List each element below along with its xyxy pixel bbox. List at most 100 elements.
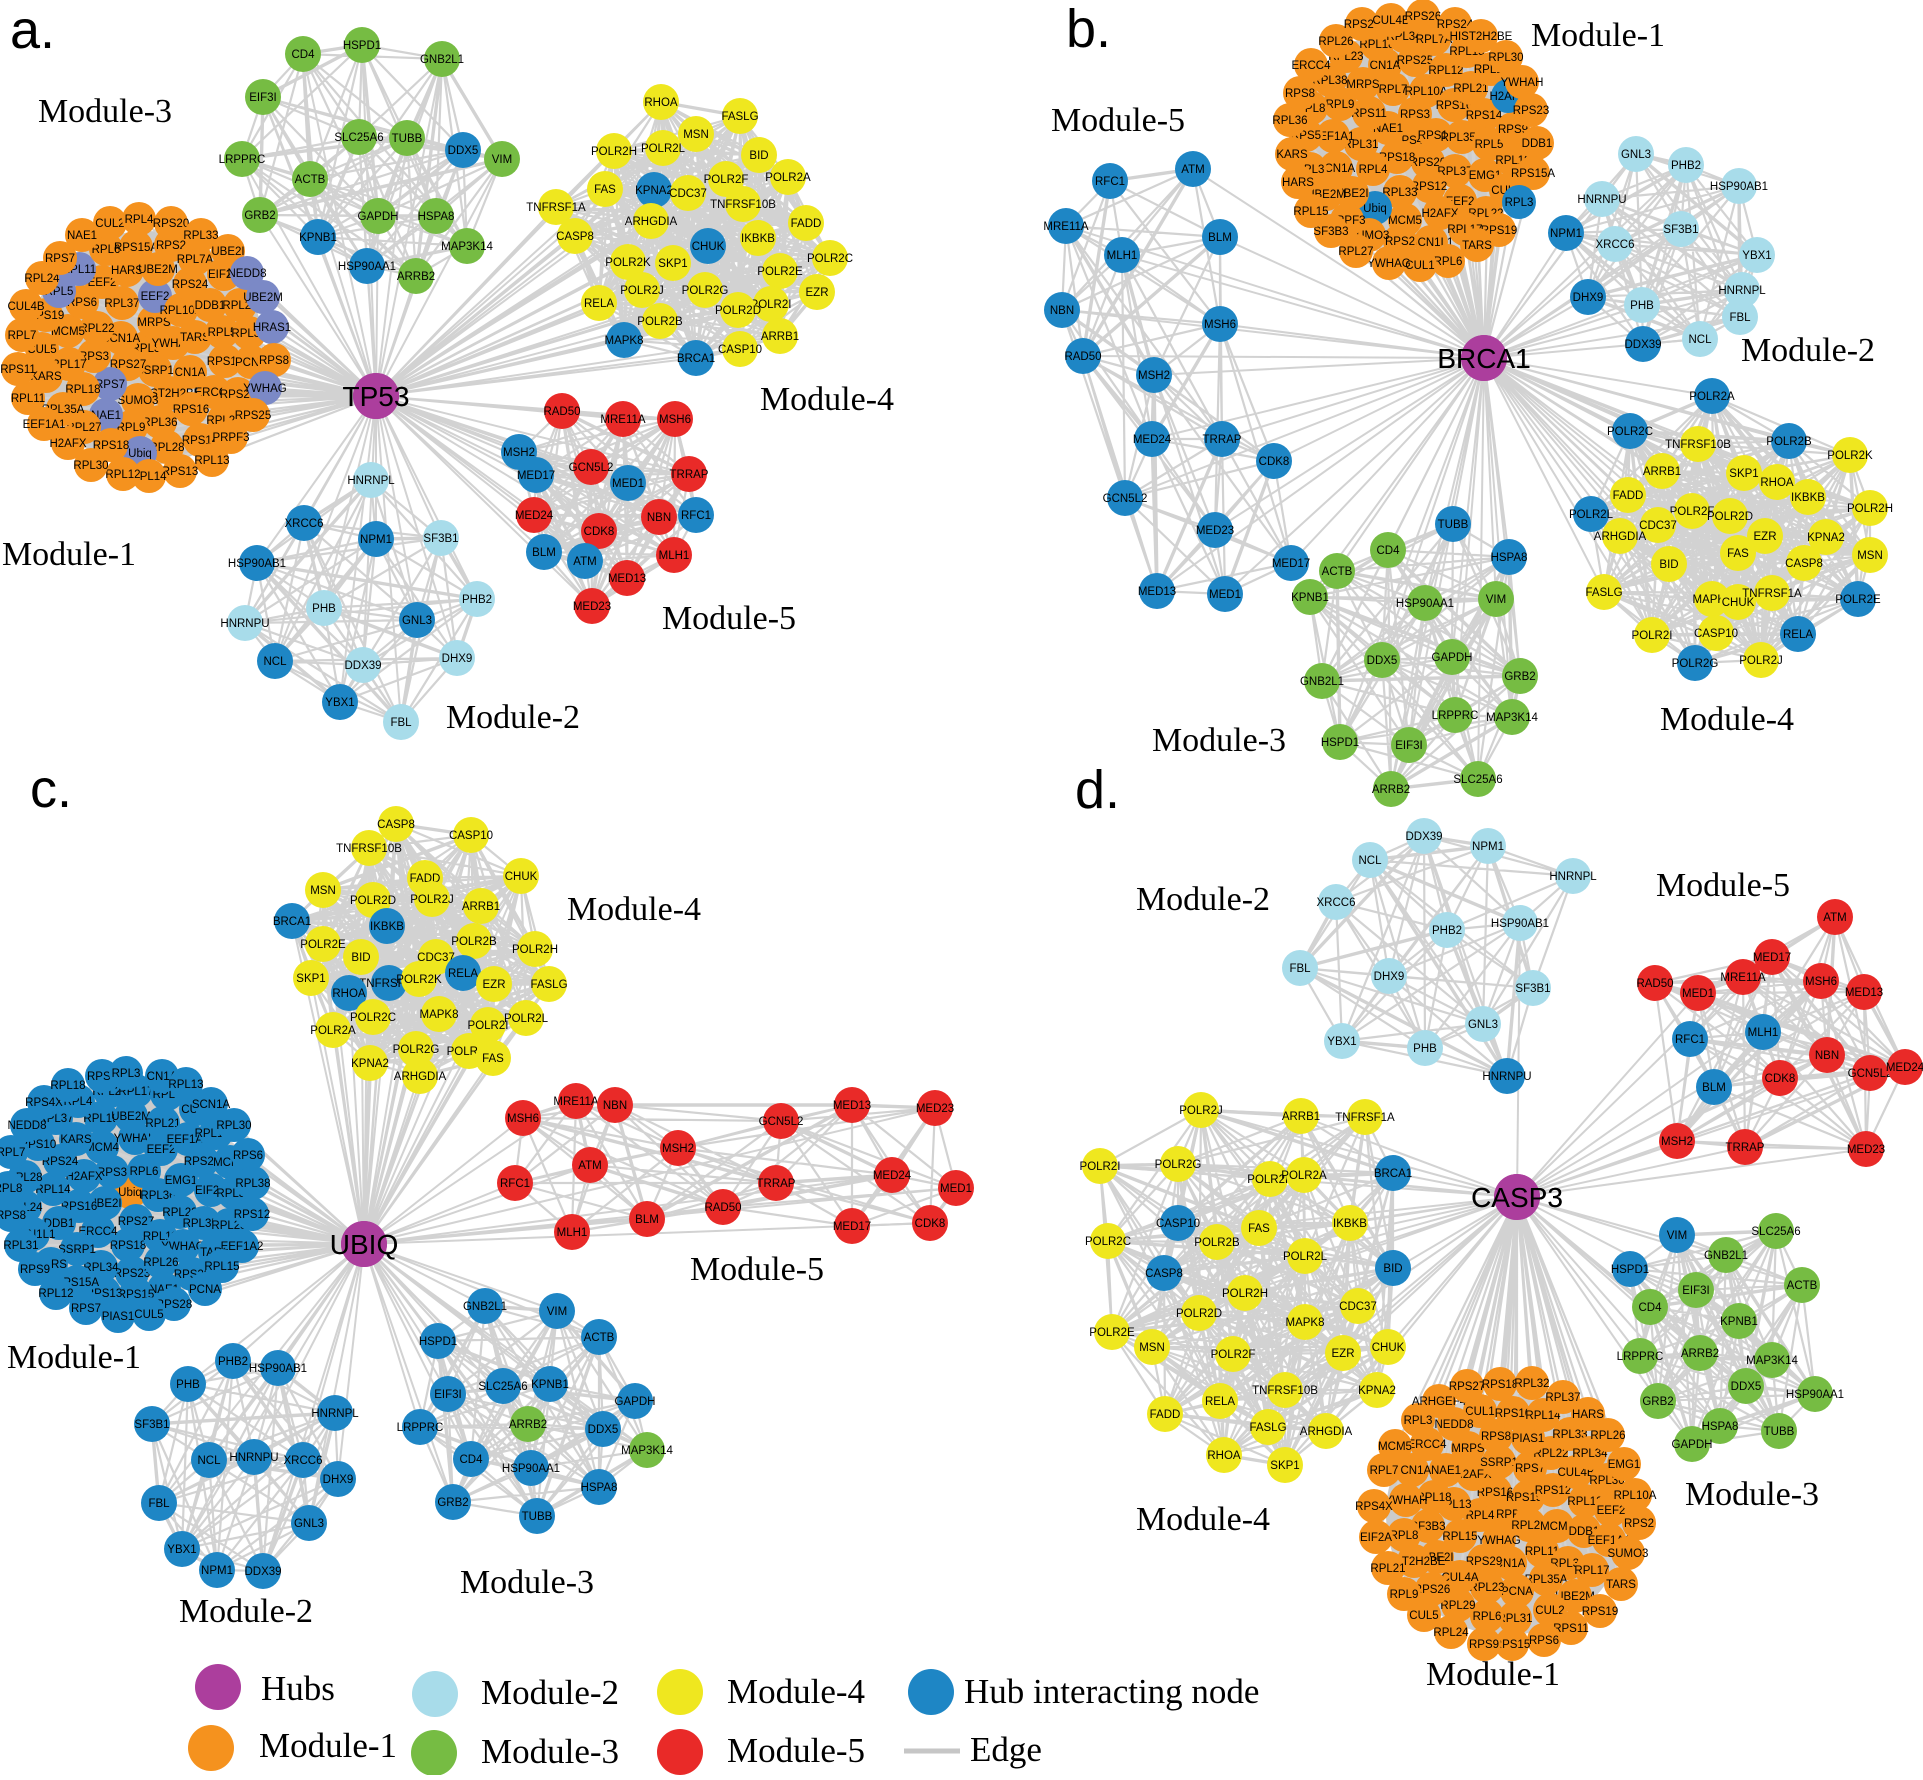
svg-text:TARS: TARS xyxy=(1606,1579,1636,1591)
svg-text:GNB2L1: GNB2L1 xyxy=(463,1301,507,1313)
svg-text:RPL33: RPL33 xyxy=(183,230,218,242)
svg-text:ATM: ATM xyxy=(1181,164,1204,176)
svg-text:RPS8: RPS8 xyxy=(259,355,289,367)
svg-text:Module-5: Module-5 xyxy=(690,1251,824,1288)
svg-text:BLM: BLM xyxy=(1702,1082,1726,1094)
svg-text:Module-4: Module-4 xyxy=(727,1672,865,1711)
svg-text:MED13: MED13 xyxy=(1845,987,1883,999)
svg-text:MRE11A: MRE11A xyxy=(553,1096,598,1108)
svg-text:CUL5: CUL5 xyxy=(134,1309,163,1321)
svg-text:HNRNPU: HNRNPU xyxy=(1482,1071,1531,1083)
svg-text:UBE2M: UBE2M xyxy=(138,264,178,276)
svg-text:HSPD1: HSPD1 xyxy=(419,1336,457,1348)
svg-text:FADD: FADD xyxy=(1150,1409,1181,1421)
svg-text:MED17: MED17 xyxy=(833,1221,871,1233)
svg-text:SF3B1: SF3B1 xyxy=(1515,983,1550,995)
svg-text:DHX9: DHX9 xyxy=(1374,971,1405,983)
svg-text:MRPS: MRPS xyxy=(137,317,171,329)
svg-text:HSPD1: HSPD1 xyxy=(1321,737,1359,749)
svg-text:RPL27: RPL27 xyxy=(1338,246,1373,258)
svg-text:TNFRSF1A: TNFRSF1A xyxy=(1742,588,1802,600)
svg-text:PHB: PHB xyxy=(1413,1043,1437,1055)
svg-text:EIF2A: EIF2A xyxy=(1360,1532,1392,1544)
svg-text:MED13: MED13 xyxy=(833,1100,871,1112)
svg-text:TUBB: TUBB xyxy=(522,1511,553,1523)
svg-text:H2AFX: H2AFX xyxy=(1421,208,1458,220)
svg-text:FAS: FAS xyxy=(594,184,616,196)
svg-text:YBX1: YBX1 xyxy=(1742,250,1771,262)
svg-text:RPL18: RPL18 xyxy=(1359,39,1394,51)
svg-text:RPL33: RPL33 xyxy=(1552,1429,1587,1441)
svg-text:MED24: MED24 xyxy=(873,1170,912,1182)
svg-text:POLR2H: POLR2H xyxy=(591,146,637,158)
svg-text:MSH6: MSH6 xyxy=(507,1113,539,1125)
svg-text:MSH6: MSH6 xyxy=(1204,319,1236,331)
svg-text:CN1A: CN1A xyxy=(1370,60,1401,72)
svg-text:EZR: EZR xyxy=(483,979,506,991)
svg-text:RPS26: RPS26 xyxy=(1405,11,1441,23)
svg-text:YBX1: YBX1 xyxy=(1327,1036,1356,1048)
svg-text:KPNA2: KPNA2 xyxy=(1358,1385,1396,1397)
svg-text:ERCC4: ERCC4 xyxy=(1408,1439,1448,1451)
svg-text:XRCC6: XRCC6 xyxy=(284,1455,323,1467)
svg-text:UBIQ: UBIQ xyxy=(330,1229,398,1260)
svg-text:POLR2E: POLR2E xyxy=(757,266,803,278)
svg-text:HNRNPL: HNRNPL xyxy=(311,1408,359,1420)
svg-text:RPS24: RPS24 xyxy=(1437,19,1474,31)
svg-text:MED1: MED1 xyxy=(1209,589,1241,601)
svg-text:NPM1: NPM1 xyxy=(1472,841,1504,853)
svg-text:ACTB: ACTB xyxy=(1322,566,1353,578)
svg-text:ARRB2: ARRB2 xyxy=(1681,1348,1719,1360)
svg-text:GAPDH: GAPDH xyxy=(1432,652,1473,664)
svg-text:RPS2: RPS2 xyxy=(1385,236,1415,248)
svg-text:Hubs: Hubs xyxy=(261,1669,335,1708)
svg-text:CUL1: CUL1 xyxy=(1465,1406,1494,1418)
svg-text:RPS2: RPS2 xyxy=(156,240,186,252)
svg-text:POLR2J: POLR2J xyxy=(410,894,453,906)
svg-text:RPL9: RPL9 xyxy=(1326,99,1355,111)
svg-text:ARRB1: ARRB1 xyxy=(462,901,500,913)
svg-text:POLR2C: POLR2C xyxy=(1607,426,1653,438)
svg-text:RPL27: RPL27 xyxy=(1511,1520,1546,1532)
svg-text:POLR2I: POLR2I xyxy=(1080,1161,1121,1173)
svg-text:b.: b. xyxy=(1066,0,1111,59)
svg-text:ARRB2: ARRB2 xyxy=(1372,784,1410,796)
svg-text:RPL19: RPL19 xyxy=(83,1113,118,1125)
svg-text:CDK8: CDK8 xyxy=(584,526,615,538)
svg-text:CUL4B: CUL4B xyxy=(1372,15,1409,27)
svg-text:POLR2L: POLR2L xyxy=(504,1013,549,1025)
svg-text:POLR2B: POLR2B xyxy=(451,936,497,948)
svg-text:RPL24: RPL24 xyxy=(1433,1627,1469,1639)
svg-text:BID: BID xyxy=(749,150,768,162)
svg-text:CHUK: CHUK xyxy=(1722,597,1755,609)
svg-text:EEF1A2: EEF1A2 xyxy=(221,1241,264,1253)
svg-text:PCNA: PCNA xyxy=(1501,1586,1533,1598)
svg-text:GNB2L1: GNB2L1 xyxy=(1704,1250,1748,1262)
svg-text:GCN5L2: GCN5L2 xyxy=(1103,493,1148,505)
svg-text:POLR2G: POLR2G xyxy=(1155,1159,1202,1171)
svg-text:SSRP1: SSRP1 xyxy=(136,365,174,377)
svg-text:POLR2G: POLR2G xyxy=(682,285,729,297)
svg-text:POLR2B: POLR2B xyxy=(1766,436,1812,448)
svg-text:MSH2: MSH2 xyxy=(1661,1136,1693,1148)
svg-text:FAS: FAS xyxy=(1727,548,1749,560)
svg-text:XRCC6: XRCC6 xyxy=(1596,239,1635,251)
svg-text:CUL1: CUL1 xyxy=(1405,260,1434,272)
svg-text:RPL22: RPL22 xyxy=(79,323,114,335)
svg-text:RPS19: RPS19 xyxy=(1582,1606,1618,1618)
svg-text:RPL34: RPL34 xyxy=(83,1262,119,1274)
svg-text:POLR2H: POLR2H xyxy=(512,944,558,956)
svg-text:MED13: MED13 xyxy=(1138,586,1176,598)
svg-text:RPL38: RPL38 xyxy=(235,1178,270,1190)
svg-text:RPS12: RPS12 xyxy=(1411,181,1447,193)
svg-text:ARRB2: ARRB2 xyxy=(397,271,435,283)
svg-text:MRPS: MRPS xyxy=(1346,79,1380,91)
svg-text:RPL13: RPL13 xyxy=(194,455,229,467)
svg-text:MSH2: MSH2 xyxy=(503,447,535,459)
svg-text:Module-2: Module-2 xyxy=(1136,881,1270,918)
svg-text:GCN5L2: GCN5L2 xyxy=(569,462,614,474)
svg-text:SF3B1: SF3B1 xyxy=(1663,224,1698,236)
svg-text:NBN: NBN xyxy=(1815,1050,1839,1062)
svg-text:RPL17: RPL17 xyxy=(1574,1565,1609,1577)
svg-text:POLR2I: POLR2I xyxy=(751,299,792,311)
